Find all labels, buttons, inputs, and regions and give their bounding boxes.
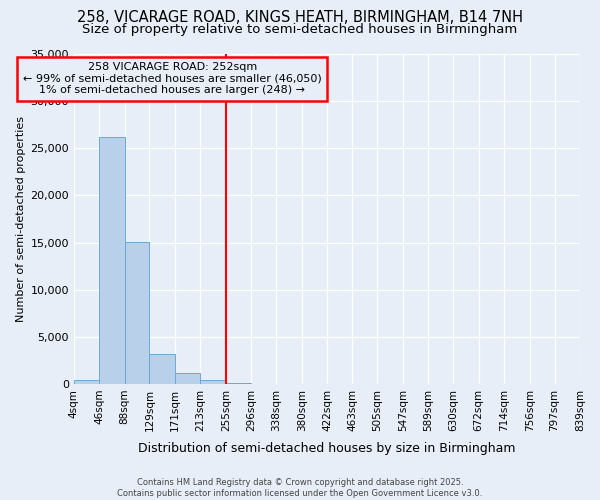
Text: 258 VICARAGE ROAD: 252sqm
← 99% of semi-detached houses are smaller (46,050)
1% : 258 VICARAGE ROAD: 252sqm ← 99% of semi-…	[23, 62, 322, 96]
Text: 258, VICARAGE ROAD, KINGS HEATH, BIRMINGHAM, B14 7NH: 258, VICARAGE ROAD, KINGS HEATH, BIRMING…	[77, 10, 523, 25]
Bar	[125, 242, 149, 384]
Bar	[99, 137, 125, 384]
X-axis label: Distribution of semi-detached houses by size in Birmingham: Distribution of semi-detached houses by …	[138, 442, 515, 455]
Bar	[200, 380, 226, 384]
Y-axis label: Number of semi-detached properties: Number of semi-detached properties	[16, 116, 26, 322]
Bar	[175, 373, 200, 384]
Bar	[74, 380, 99, 384]
Bar	[149, 354, 175, 384]
Text: Size of property relative to semi-detached houses in Birmingham: Size of property relative to semi-detach…	[82, 22, 518, 36]
Text: Contains HM Land Registry data © Crown copyright and database right 2025.
Contai: Contains HM Land Registry data © Crown c…	[118, 478, 482, 498]
